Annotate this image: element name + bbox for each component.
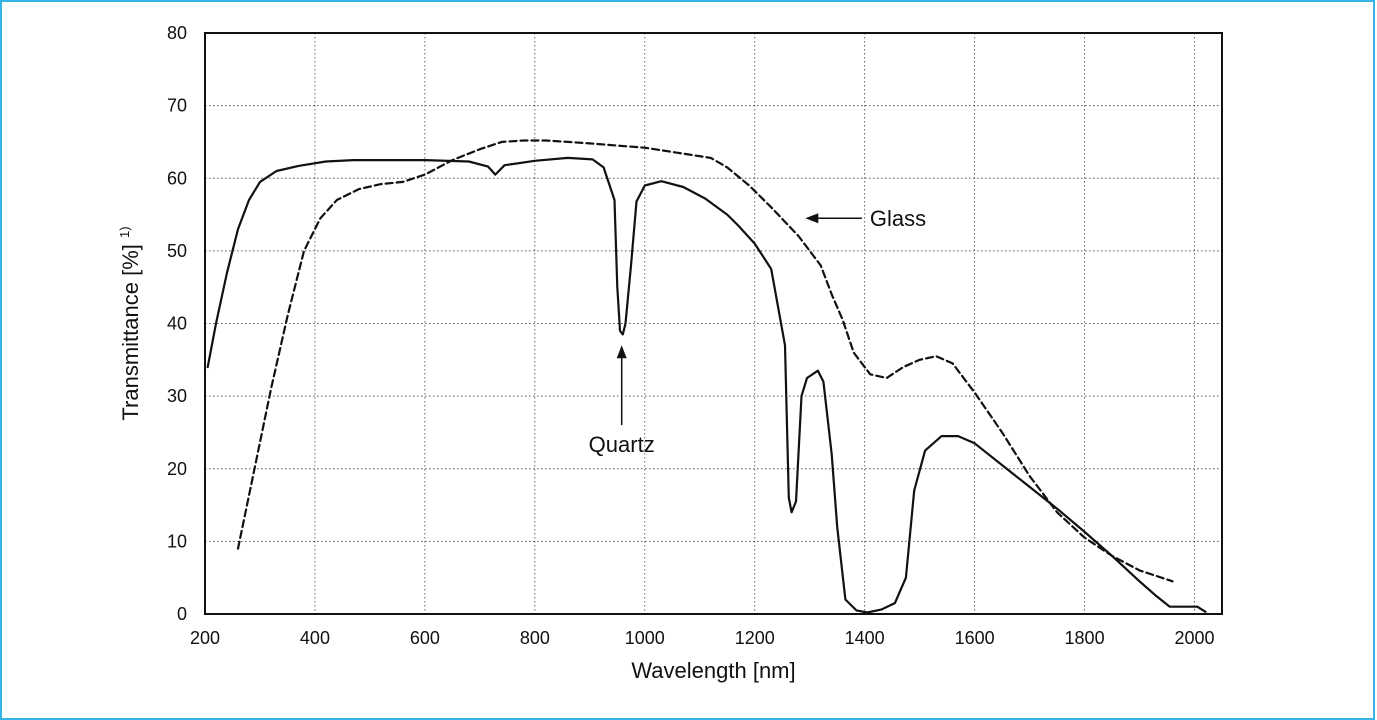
x-tick-label: 1200 [735,628,775,648]
x-tick-label: 2000 [1174,628,1214,648]
y-tick-label: 60 [167,168,187,188]
x-tick-label: 1600 [955,628,995,648]
y-axis-title: Transmittance [%] 1) [117,226,143,420]
x-tick-label: 1000 [625,628,665,648]
x-tick-label: 1800 [1065,628,1105,648]
y-tick-label: 30 [167,386,187,406]
glass-label: Glass [870,206,926,231]
series-layer [206,139,1207,614]
series-line-glass [236,139,1174,583]
x-tick-label: 800 [520,628,550,648]
x-axis-title: Wavelength [nm] [631,658,795,683]
y-tick-label: 10 [167,531,187,551]
quartz-arrow-head [616,345,627,359]
y-tick-label: 50 [167,241,187,261]
grid [204,32,1222,615]
y-tick-label: 40 [167,314,187,334]
y-tick-label: 0 [177,604,187,624]
svg-text:Transmittance [%] 1): Transmittance [%] 1) [117,226,143,420]
plot-area-border [204,32,1223,615]
series-line-quartz [206,156,1207,614]
glass-arrow-head [805,213,819,224]
x-tick-label: 600 [410,628,440,648]
annotation-quartz: Quartz [589,345,655,457]
x-tick-label: 200 [190,628,220,648]
y-tick-label: 20 [167,459,187,479]
quartz-label: Quartz [589,432,655,457]
y-tick-label: 70 [167,96,187,116]
annotation-glass: Glass [805,206,926,231]
tick-labels: 200 400 600 800 1000 1200 1400 1600 1800 2000 0 10 2… [167,23,1215,648]
x-tick-label: 400 [300,628,330,648]
y-tick-label: 80 [167,23,187,43]
y-axis-title-superscript: 1) [117,226,132,238]
y-axis-title-text: Transmittance [%] [118,244,143,420]
x-tick-label: 1400 [845,628,885,648]
transmittance-chart: 200 400 600 800 1000 1200 1400 1600 1800 2000 0 10 2… [117,23,1223,683]
